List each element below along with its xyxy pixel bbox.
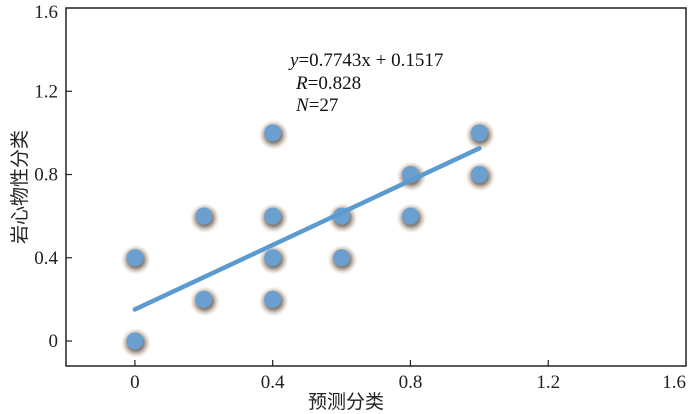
x-tick-label: 1.6 [662,372,686,393]
equation-var: y [288,50,299,71]
count-body: =27 [309,95,339,116]
data-point-marker [264,124,282,142]
data-point-marker [264,207,282,225]
data-point-marker [333,249,351,267]
data-point [120,244,151,275]
data-point [189,286,220,317]
data-point-marker [470,124,488,142]
data-point-marker [126,249,144,267]
data-point-marker [470,166,488,184]
y-tick-label: 0.8 [34,165,58,186]
data-point-marker [126,332,144,350]
data-point-marker [195,290,213,308]
data-point [258,119,289,150]
data-point [327,244,358,275]
data-point [465,119,496,150]
data-point [258,244,289,275]
plot-frame [65,7,687,367]
data-points [120,119,496,359]
x-axis-title: 预测分类 [308,391,384,413]
regression-annotation: y=0.7743x + 0.1517 R=0.828 N=27 [288,50,443,116]
equation-text: y=0.7743x + 0.1517 [288,50,443,71]
data-point [189,203,220,234]
y-axis-title: 岩心物性分类 [9,130,31,244]
data-point [258,203,289,234]
correlation-text: R=0.828 [295,73,361,94]
data-point-marker [401,207,419,225]
data-point [465,161,496,192]
regression-line [132,146,482,312]
y-tick-label: 0.4 [34,248,58,269]
y-tick-label: 1.2 [34,81,58,102]
data-point [120,328,151,359]
x-tick-label: 1.2 [536,372,560,393]
count-text: N=27 [295,95,338,116]
equation-body: =0.7743x + 0.1517 [298,50,443,71]
data-point-marker [195,207,213,225]
count-var: N [295,95,310,116]
data-point [258,286,289,317]
data-point [396,203,427,234]
axis-tick-labels: 0 0.4 0.8 1.2 1.6 0 0.4 0.8 1.2 1.6 [34,2,686,393]
plot-area [65,7,687,367]
data-point-marker [264,249,282,267]
y-tick-label: 1.6 [34,2,58,23]
x-tick-label: 0.4 [261,372,285,393]
x-tick-label: 0.8 [399,372,423,393]
y-tick-label: 0 [49,331,59,352]
correlation-var: R [295,73,308,94]
axis-ticks [66,90,549,366]
x-tick-label: 0 [130,372,140,393]
data-point-marker [264,290,282,308]
correlation-body: =0.828 [308,73,361,94]
